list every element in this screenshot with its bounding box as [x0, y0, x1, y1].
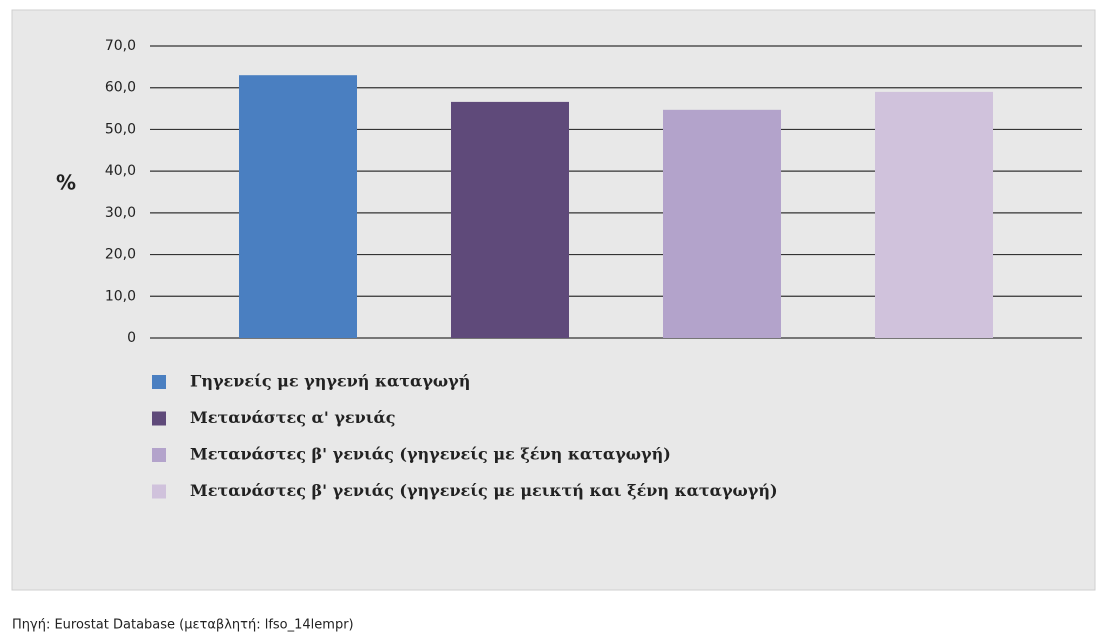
bar: [663, 109, 781, 338]
legend-label: Μετανάστες β' γενιάς (γηγενείς με ξένη κ…: [190, 445, 671, 464]
bar: [451, 101, 569, 338]
legend-swatch: [152, 484, 166, 499]
y-tick-label: 0: [127, 330, 136, 346]
legend-swatch: [152, 375, 166, 389]
source-note: Πηγή: Eurostat Database (μεταβλητή: lfso…: [12, 618, 354, 633]
y-tick-label: 10,0: [105, 288, 136, 304]
y-tick-label: 30,0: [105, 205, 136, 221]
legend-swatch: [152, 448, 166, 462]
y-tick-label: 40,0: [105, 163, 136, 179]
legend-swatch: [152, 411, 166, 426]
bar: [239, 75, 357, 338]
legend-label: Γηγενείς με γηγενή καταγωγή: [190, 372, 470, 391]
y-axis-label: %: [56, 171, 76, 195]
y-tick-label: 50,0: [105, 121, 136, 137]
y-tick-label: 70,0: [105, 38, 136, 54]
y-tick-label: 20,0: [105, 247, 136, 263]
y-tick-label: 60,0: [105, 80, 136, 96]
legend-label: Μετανάστες α' γενιάς: [190, 408, 396, 427]
legend-label: Μετανάστες β' γενιάς (γηγενείς με μεικτή…: [190, 481, 778, 500]
bar: [875, 91, 993, 338]
